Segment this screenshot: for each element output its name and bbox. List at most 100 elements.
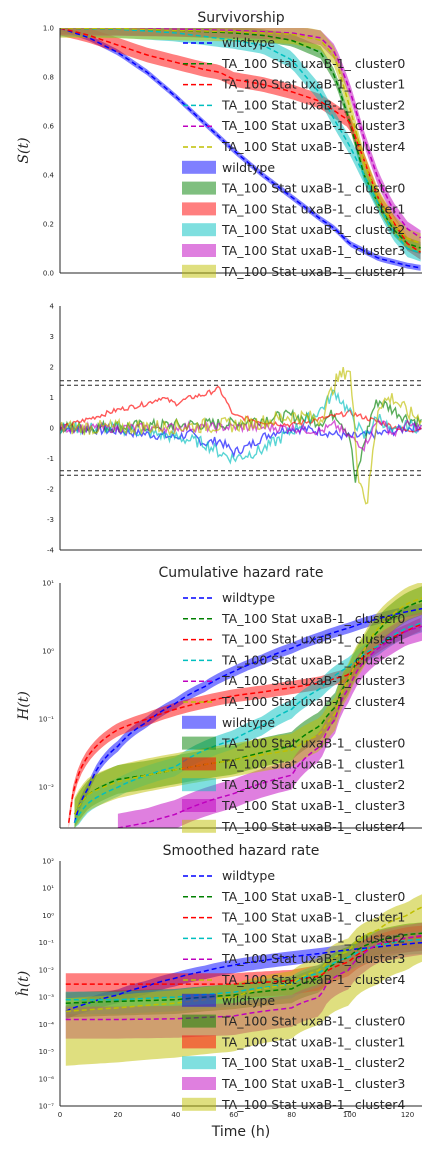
legend-label: TA_100 Stat uxaB-1_ cluster1 [221,77,405,92]
legend-label: wildtype [222,715,275,730]
x-tick-label: 40 [171,1111,180,1119]
legend-label: wildtype [222,868,275,883]
series-line-TA_100-Stat-uxaB-1_-cluster3 [65,934,422,1021]
legend-label: TA_100 Stat uxaB-1_ cluster2 [221,222,405,237]
legend-label: wildtype [222,35,275,50]
legend-fill-swatch [182,1077,216,1090]
y-axis-label: ĥ(t) [14,971,32,997]
legend-label: TA_100 Stat uxaB-1_ cluster2 [221,97,405,112]
y-tick-label: 10⁻² [39,784,55,792]
legend-label: TA_100 Stat uxaB-1_ cluster3 [221,951,405,966]
series-line-TA_100-Stat-uxaB-1_-cluster4 [65,906,422,1013]
plot-area-1 [60,366,422,505]
band-TA_100-Stat-uxaB-1_-cluster1 [60,28,421,260]
x-tick-label: 80 [287,1111,296,1119]
y-tick-label: 10⁻⁷ [39,1103,55,1111]
series-line-TA_100-Stat-uxaB-1_-cluster1 [67,623,421,823]
y-tick-label: -4 [47,547,55,555]
y-axis-label: S(t) [16,137,32,163]
legend-label: TA_100 Stat uxaB-1_ cluster0 [221,1014,405,1029]
band-TA_100-Stat-uxaB-1_-cluster4 [65,894,422,1066]
band-TA_100-Stat-uxaB-1_-cluster3 [117,612,422,828]
series-line-wildtype [73,607,422,823]
y-tick-label: 10² [42,858,54,866]
legend-label: TA_100 Stat uxaB-1_ cluster3 [221,673,405,688]
legend-label: TA_100 Stat uxaB-1_ cluster4 [221,972,405,987]
series-line-TA_100-Stat-uxaB-1_-cluster4 [60,366,422,505]
y-axis-label: H(t) [16,691,32,721]
legend-fill-swatch [182,264,216,278]
x-tick-label: 100 [343,1111,356,1119]
legend-fill-swatch [182,1014,216,1028]
legend: wildtype TA_100 Stat uxaB-1_ cluster0 TA_1… [182,590,405,834]
legend-label: TA_100 Stat uxaB-1_ cluster4 [221,694,405,709]
series-line-TA_100-Stat-uxaB-1_-cluster2 [65,938,422,1001]
legend-label: TA_100 Stat uxaB-1_ cluster0 [221,889,405,904]
legend-label: TA_100 Stat uxaB-1_ cluster0 [221,56,405,71]
legend-label: TA_100 Stat uxaB-1_ cluster2 [221,930,405,945]
y-tick-label: 1 [50,394,54,402]
legend-label: wildtype [222,590,275,605]
legend-fill-swatch [182,244,216,257]
y-tick-label: -1 [47,455,54,463]
panel-3: 10⁻⁷ 10⁻⁶ 10⁻⁵ 10⁻⁴ 10⁻³ 10⁻² 10⁻¹ 10⁰ 10¹ 10² 0 20… [14,843,422,1119]
legend-label: TA_100 Stat uxaB-1_ cluster3 [221,1076,405,1091]
legend-label: TA_100 Stat uxaB-1_ cluster2 [221,652,405,667]
legend-label: TA_100 Stat uxaB-1_ cluster1 [221,756,405,771]
chart-title: Smoothed hazard rate [163,843,320,859]
legend-fill-swatch [182,160,216,174]
y-tick-label: 10⁻² [39,966,55,974]
legend-label: TA_100 Stat uxaB-1_ cluster1 [221,632,405,647]
y-tick-label: 10⁰ [42,912,54,920]
legend-fill-swatch [182,819,216,833]
series-line-TA_100-Stat-uxaB-1_-cluster4 [60,28,421,244]
legend-fill-swatch [182,715,216,729]
band-TA_100-Stat-uxaB-1_-cluster4 [74,583,422,828]
chart-title: Cumulative hazard rate [158,565,323,581]
legend-label: wildtype [222,160,275,175]
legend-label: TA_100 Stat uxaB-1_ cluster3 [221,118,405,133]
legend-label: TA_100 Stat uxaB-1_ cluster4 [221,1097,405,1112]
series-line-TA_100-Stat-uxaB-1_-cluster3 [117,625,422,828]
legend-fill-swatch [182,993,216,1007]
legend: wildtype TA_100 Stat uxaB-1_ cluster0 TA_1… [182,35,405,279]
series-line-TA_100-Stat-uxaB-1_-cluster2 [73,622,422,824]
y-tick-label: 10¹ [42,580,54,588]
panel-0: 0.0 0.2 0.4 0.6 0.8 1.0 Survivorship S(t) wildty… [16,10,422,279]
legend-label: TA_100 Stat uxaB-1_ cluster4 [221,819,405,834]
legend-label: TA_100 Stat uxaB-1_ cluster1 [221,1034,405,1049]
legend-label: TA_100 Stat uxaB-1_ cluster2 [221,1055,405,1070]
legend-label: TA_100 Stat uxaB-1_ cluster0 [221,181,405,196]
legend-label: TA_100 Stat uxaB-1_ cluster3 [221,243,405,258]
series-line-TA_100-Stat-uxaB-1_-cluster2 [60,28,421,254]
y-tick-label: 10⁻⁵ [39,1048,55,1056]
y-tick-label: 0.0 [43,270,54,278]
y-tick-label: -3 [47,516,54,524]
y-tick-label: 10⁻³ [39,994,55,1002]
y-tick-label: 2 [50,364,54,372]
legend-fill-swatch [182,181,216,195]
legend-label: TA_100 Stat uxaB-1_ cluster4 [221,264,405,279]
y-tick-label: 0.6 [43,123,55,131]
y-tick-label: 3 [50,333,54,341]
series-line-TA_100-Stat-uxaB-1_-cluster1 [65,935,422,985]
plot-area-0 [60,28,422,271]
legend-fill-swatch [182,1056,216,1070]
legend-fill-swatch [182,1035,216,1049]
legend-label: TA_100 Stat uxaB-1_ cluster1 [221,910,405,925]
y-tick-label: 1.0 [43,25,54,33]
x-tick-label: 120 [401,1111,414,1119]
plot-area-3 [65,894,422,1066]
y-tick-label: 10⁻¹ [39,939,55,947]
legend-fill-swatch [182,778,216,792]
series-line-wildtype [60,420,422,459]
y-tick-label: 0.4 [43,172,55,180]
x-tick-label: 0 [58,1111,62,1119]
series-line-wildtype [65,941,422,1012]
series-line-TA_100-Stat-uxaB-1_-cluster4 [73,597,422,815]
series-line-TA_100-Stat-uxaB-1_-cluster0 [73,599,422,815]
legend-fill-swatch [182,736,216,750]
legend: wildtype TA_100 Stat uxaB-1_ cluster0 TA_1… [182,868,405,1112]
y-tick-label: 10⁻⁶ [39,1075,55,1083]
